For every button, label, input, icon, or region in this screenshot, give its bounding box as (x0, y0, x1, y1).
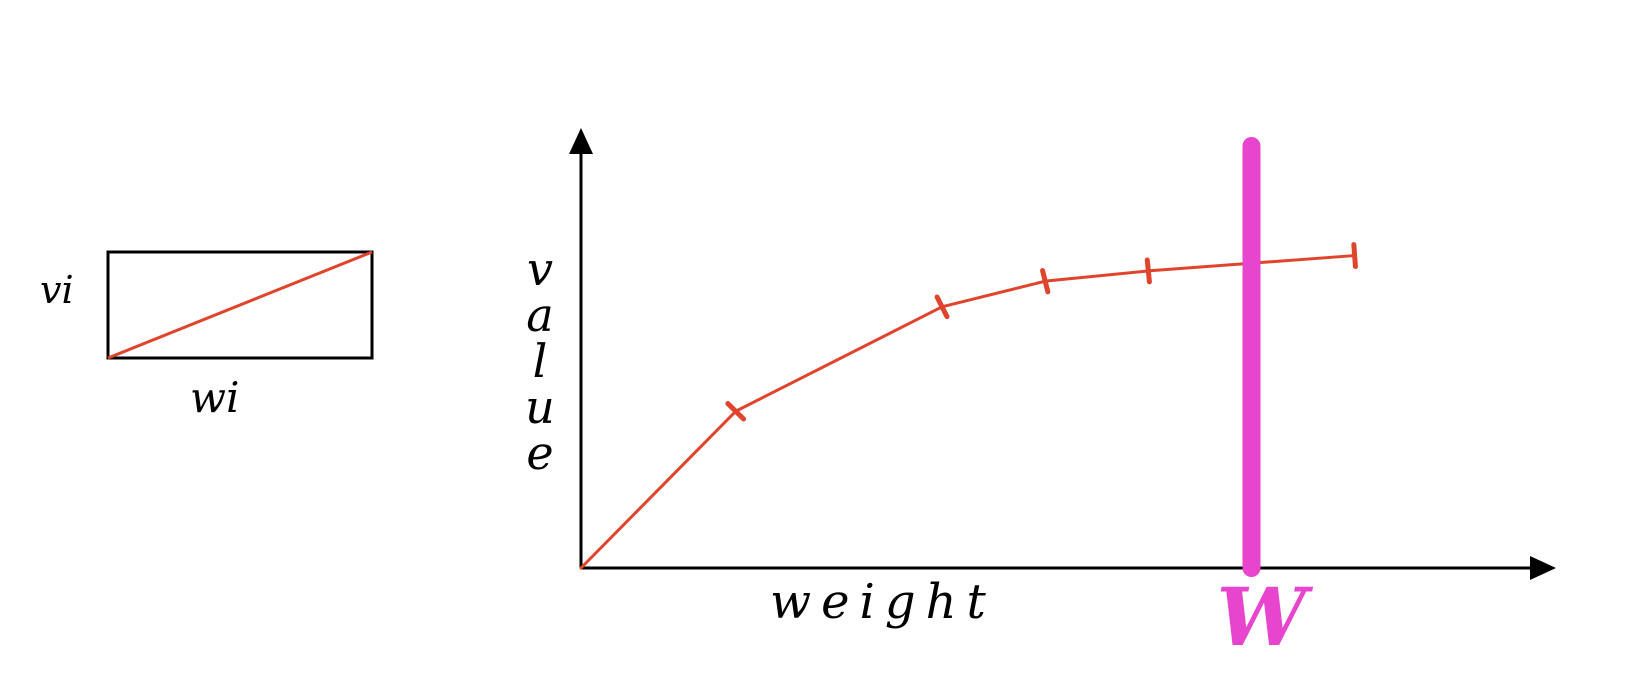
item-height-label: vi (40, 268, 74, 312)
y-axis-arrowhead (569, 128, 593, 154)
x-axis-arrowhead (1530, 556, 1556, 580)
breakpoint-tick (1351, 242, 1358, 270)
y-axis-label-letter: v (527, 242, 553, 296)
breakpoint-tick (1144, 257, 1152, 285)
capacity-label: W (1217, 570, 1314, 664)
item-width-label: wi (190, 373, 239, 422)
x-axis-label: weight (770, 574, 996, 630)
y-axis-label-letter: e (526, 426, 553, 480)
breakpoint-tick (1040, 267, 1051, 295)
item-box (106, 250, 374, 360)
item-diagram: vi wi (40, 250, 374, 422)
breakpoint-tick (934, 294, 950, 320)
y-axis-label-letter: a (526, 288, 553, 342)
y-axis-label-letter: u (525, 380, 555, 434)
value-curve (579, 242, 1358, 570)
y-axis-label-letter: l (533, 334, 548, 388)
value-curve-line (579, 254, 1357, 570)
breakpoint-tick (725, 401, 747, 422)
item-diagonal (107, 250, 373, 360)
